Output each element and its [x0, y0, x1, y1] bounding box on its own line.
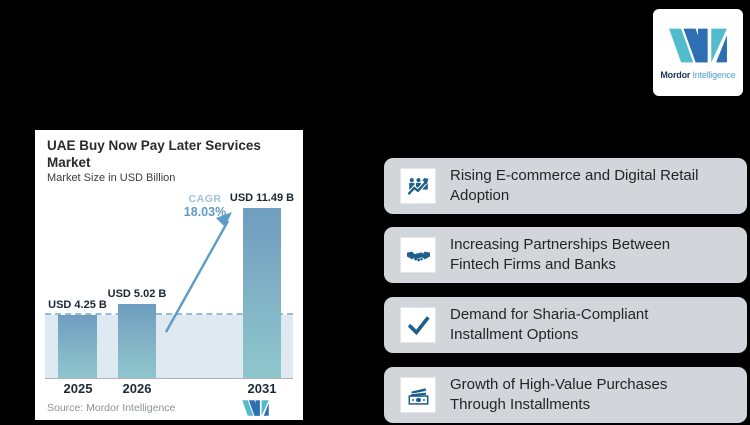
source-attribution: Source: Mordor Intelligence — [47, 402, 176, 414]
bar-2025-value-label: USD 4.25 B — [48, 299, 107, 311]
brand-wordmark: Mordor Intelligence — [660, 70, 735, 80]
brand-logo-card: Mordor Intelligence — [653, 9, 743, 96]
feature-text: Rising E-commerce and Digital Retail Ado… — [450, 167, 699, 204]
feature-icon-box — [400, 168, 436, 204]
feature-text: Increasing Partnerships Between Fintech … — [450, 236, 671, 273]
people-growth-icon — [406, 177, 429, 196]
cagr-annotation: CAGR 18.03% — [173, 193, 237, 219]
feature-icon-box — [400, 377, 436, 413]
bar-chart-plot-area: USD 4.25 B USD 5.02 B USD 11.49 B CAGR 1… — [45, 190, 295, 396]
checkmark-icon — [407, 315, 430, 335]
feature-card-high-value: Growth of High-Value Purchases Through I… — [384, 367, 747, 423]
x-tick-2025: 2025 — [63, 381, 93, 396]
cagr-growth-arrow-icon — [164, 212, 232, 333]
market-chart-card: UAE Buy Now Pay Later Services Market Ma… — [35, 130, 303, 420]
chart-title: UAE Buy Now Pay Later Services Market — [47, 138, 261, 170]
brand-name-bold: Mordor — [660, 69, 691, 80]
feature-text: Growth of High-Value Purchases Through I… — [450, 376, 668, 413]
feature-card-sharia: Demand for Sharia-Compliant Installment … — [384, 297, 747, 353]
dashed-reference-line — [45, 313, 293, 315]
handshake-icon — [406, 251, 430, 261]
bar-2031-column — [243, 208, 281, 378]
chart-subtitle: Market Size in USD Billion — [47, 172, 176, 184]
mordor-mini-logo-icon — [242, 400, 269, 416]
feature-card-partnerships: Increasing Partnerships Between Fintech … — [384, 227, 747, 283]
feature-icon-box — [400, 237, 436, 273]
bar-2026-column — [118, 304, 156, 378]
feature-icon-box — [400, 307, 436, 343]
bar-2031-value-label: USD 11.49 B — [229, 192, 295, 204]
x-tick-2031: 2031 — [247, 381, 277, 396]
feature-text: Demand for Sharia-Compliant Installment … — [450, 306, 649, 343]
source-row: Source: Mordor Intelligence — [47, 400, 291, 418]
mordor-intelligence-logo-icon — [669, 28, 727, 62]
bar-2025-column — [58, 315, 97, 378]
cagr-value: 18.03% — [183, 205, 227, 219]
brand-name-light: Intelligence — [692, 69, 736, 80]
x-tick-2026: 2026 — [122, 381, 152, 396]
bar-2026-value-label: USD 5.02 B — [107, 288, 167, 300]
x-axis-line — [45, 378, 293, 379]
cagr-label: CAGR — [188, 193, 222, 205]
banknote-icon — [408, 387, 428, 405]
feature-card-ecommerce: Rising E-commerce and Digital Retail Ado… — [384, 158, 747, 214]
